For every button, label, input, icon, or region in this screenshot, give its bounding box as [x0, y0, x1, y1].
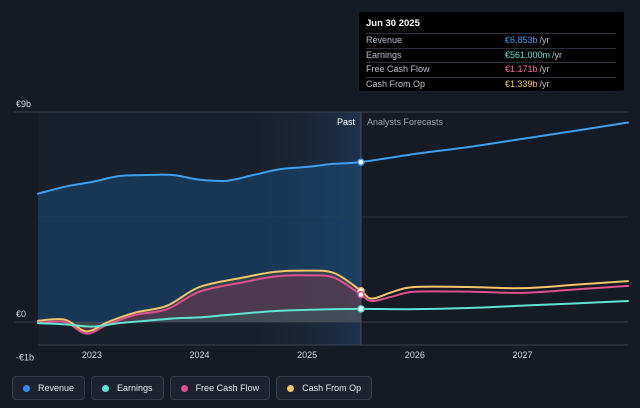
hover-tooltip: Jun 30 2025 Revenue €6.853b /yr Earnings… — [359, 12, 624, 91]
free-cash-flow-marker — [357, 290, 365, 299]
tooltip-unit: /yr — [552, 49, 563, 60]
chart-legend: Revenue Earnings Free Cash Flow Cash Fro… — [12, 376, 373, 400]
x-tick-label: 2025 — [297, 350, 317, 360]
tooltip-row-revenue: Revenue €6.853b /yr — [366, 33, 616, 48]
earnings-line — [37, 300, 629, 328]
x-tick-label: 2026 — [405, 350, 425, 360]
tooltip-value: €1.171b — [505, 64, 538, 74]
legend-dot-icon — [102, 384, 110, 392]
free-cash-flow-area — [38, 275, 361, 334]
tooltip-row-free-cash-flow: Free Cash Flow €1.171b /yr — [366, 62, 616, 77]
x-tick-label: 2027 — [512, 350, 532, 360]
tooltip-value: €6.853b — [505, 35, 538, 45]
tooltip-value: €561.000m — [505, 49, 551, 60]
past-label: Past — [337, 117, 356, 127]
forecast-label: Analysts Forecasts — [367, 117, 444, 127]
tooltip-label: Free Cash Flow — [366, 64, 430, 74]
revenue-area — [38, 162, 361, 322]
tooltip-label: Earnings — [366, 49, 402, 60]
tooltip-date: Jun 30 2025 — [366, 18, 420, 29]
earnings-marker — [357, 305, 365, 313]
tooltip-unit: /yr — [539, 35, 550, 45]
tooltip-row-earnings: Earnings €561.000m /yr — [366, 47, 616, 63]
legend-item-cash-from-op[interactable]: Cash From Op — [276, 376, 373, 400]
tooltip-label: Revenue — [366, 35, 403, 45]
tooltip-unit: /yr — [539, 78, 550, 89]
tooltip-unit: /yr — [539, 64, 550, 74]
legend-item-earnings[interactable]: Earnings — [91, 376, 164, 400]
tooltip-label: Cash From Op — [366, 78, 426, 89]
x-tick-label: 2024 — [189, 350, 209, 360]
tooltip-row-cash-from-op: Cash From Op €1.339b /yr — [366, 76, 616, 92]
cash-from-op-area — [38, 270, 361, 332]
y-tick-label: €0 — [16, 309, 26, 319]
legend-dot-icon — [180, 384, 188, 392]
y-tick-label: -€1b — [16, 352, 34, 362]
legend-dot-icon — [287, 384, 295, 392]
tooltip-value: €1.339b — [505, 78, 538, 89]
legend-item-revenue[interactable]: Revenue — [12, 376, 86, 400]
revenue-line — [37, 121, 629, 195]
legend-label: Cash From Op — [302, 383, 362, 393]
legend-label: Earnings — [117, 383, 153, 393]
legend-dot-icon — [23, 384, 30, 392]
x-tick-label: 2023 — [82, 350, 102, 360]
revenue-marker — [357, 158, 365, 166]
y-tick-label: €9b — [16, 99, 31, 109]
legend-item-free-cash-flow[interactable]: Free Cash Flow — [169, 376, 271, 400]
cash-from-op-line — [37, 269, 629, 333]
legend-label: Revenue — [38, 383, 75, 393]
legend-label: Free Cash Flow — [195, 383, 260, 393]
